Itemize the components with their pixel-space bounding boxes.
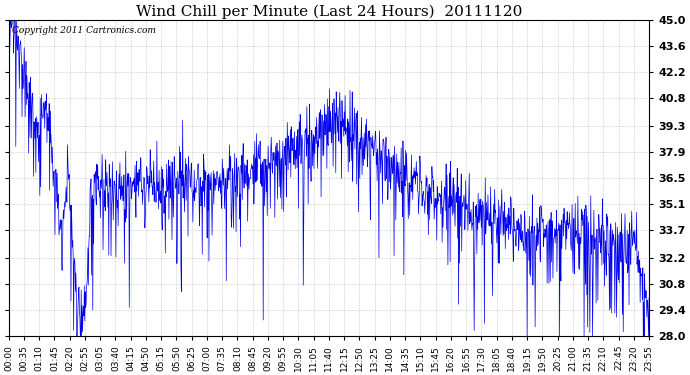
Text: Copyright 2011 Cartronics.com: Copyright 2011 Cartronics.com xyxy=(12,26,156,35)
Title: Wind Chill per Minute (Last 24 Hours)  20111120: Wind Chill per Minute (Last 24 Hours) 20… xyxy=(136,4,522,18)
